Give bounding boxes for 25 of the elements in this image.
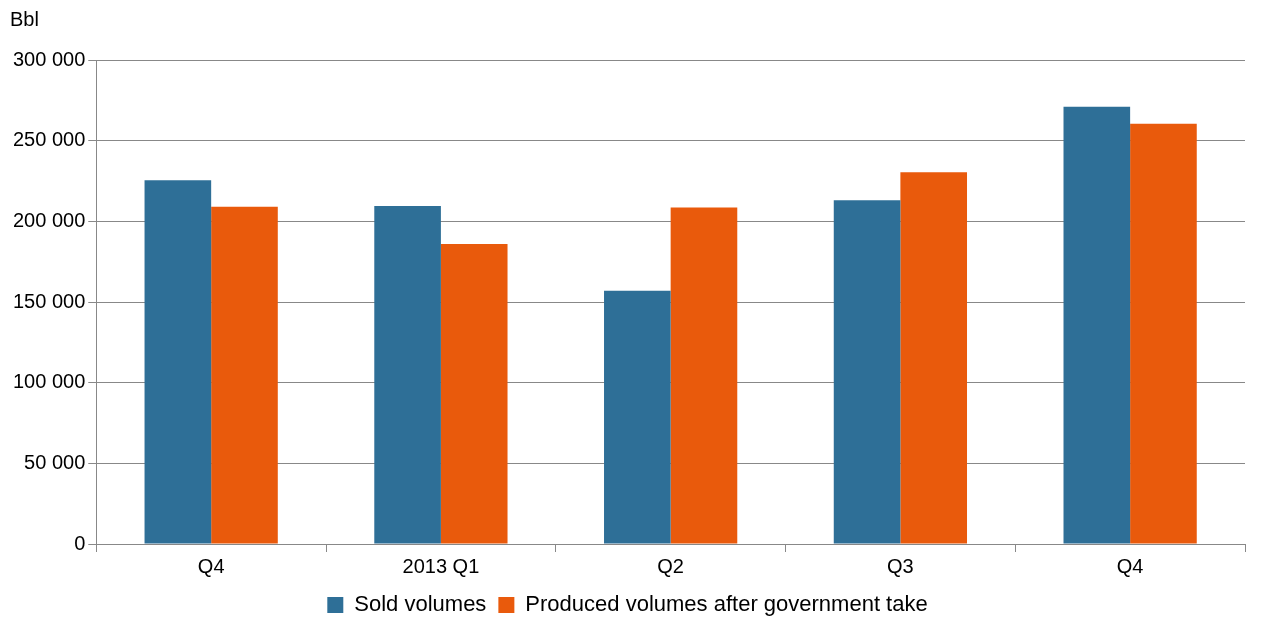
bar [144,180,212,544]
legend-label: Sold volumes [354,591,487,617]
y-tick-label: 0 [74,531,86,554]
y-tick-label: 50 000 [24,450,86,473]
bar [1130,123,1197,544]
x-tick-label: Q3 [887,554,914,577]
y-axis-title: Bbl [10,7,39,30]
y-tick-label: 300 000 [13,47,86,70]
y-tick-label: 250 000 [13,128,86,151]
x-tick-label: 2013 Q1 [402,554,480,577]
x-tick-label: Q2 [657,554,684,577]
bar [900,172,968,544]
y-tick-label: 150 000 [13,289,86,312]
y-tick-label: 200 000 [13,208,86,231]
legend-label: Produced volumes after government take [525,591,928,617]
bar [440,243,508,544]
bar [604,290,671,544]
bar [833,200,901,544]
x-tick-label: Q4 [1116,554,1144,577]
bar [670,207,738,544]
y-tick-label: 100 000 [13,370,86,393]
bar [374,206,441,544]
bar [1063,106,1131,544]
bar [211,206,278,544]
x-tick-label: Q4 [197,554,225,577]
